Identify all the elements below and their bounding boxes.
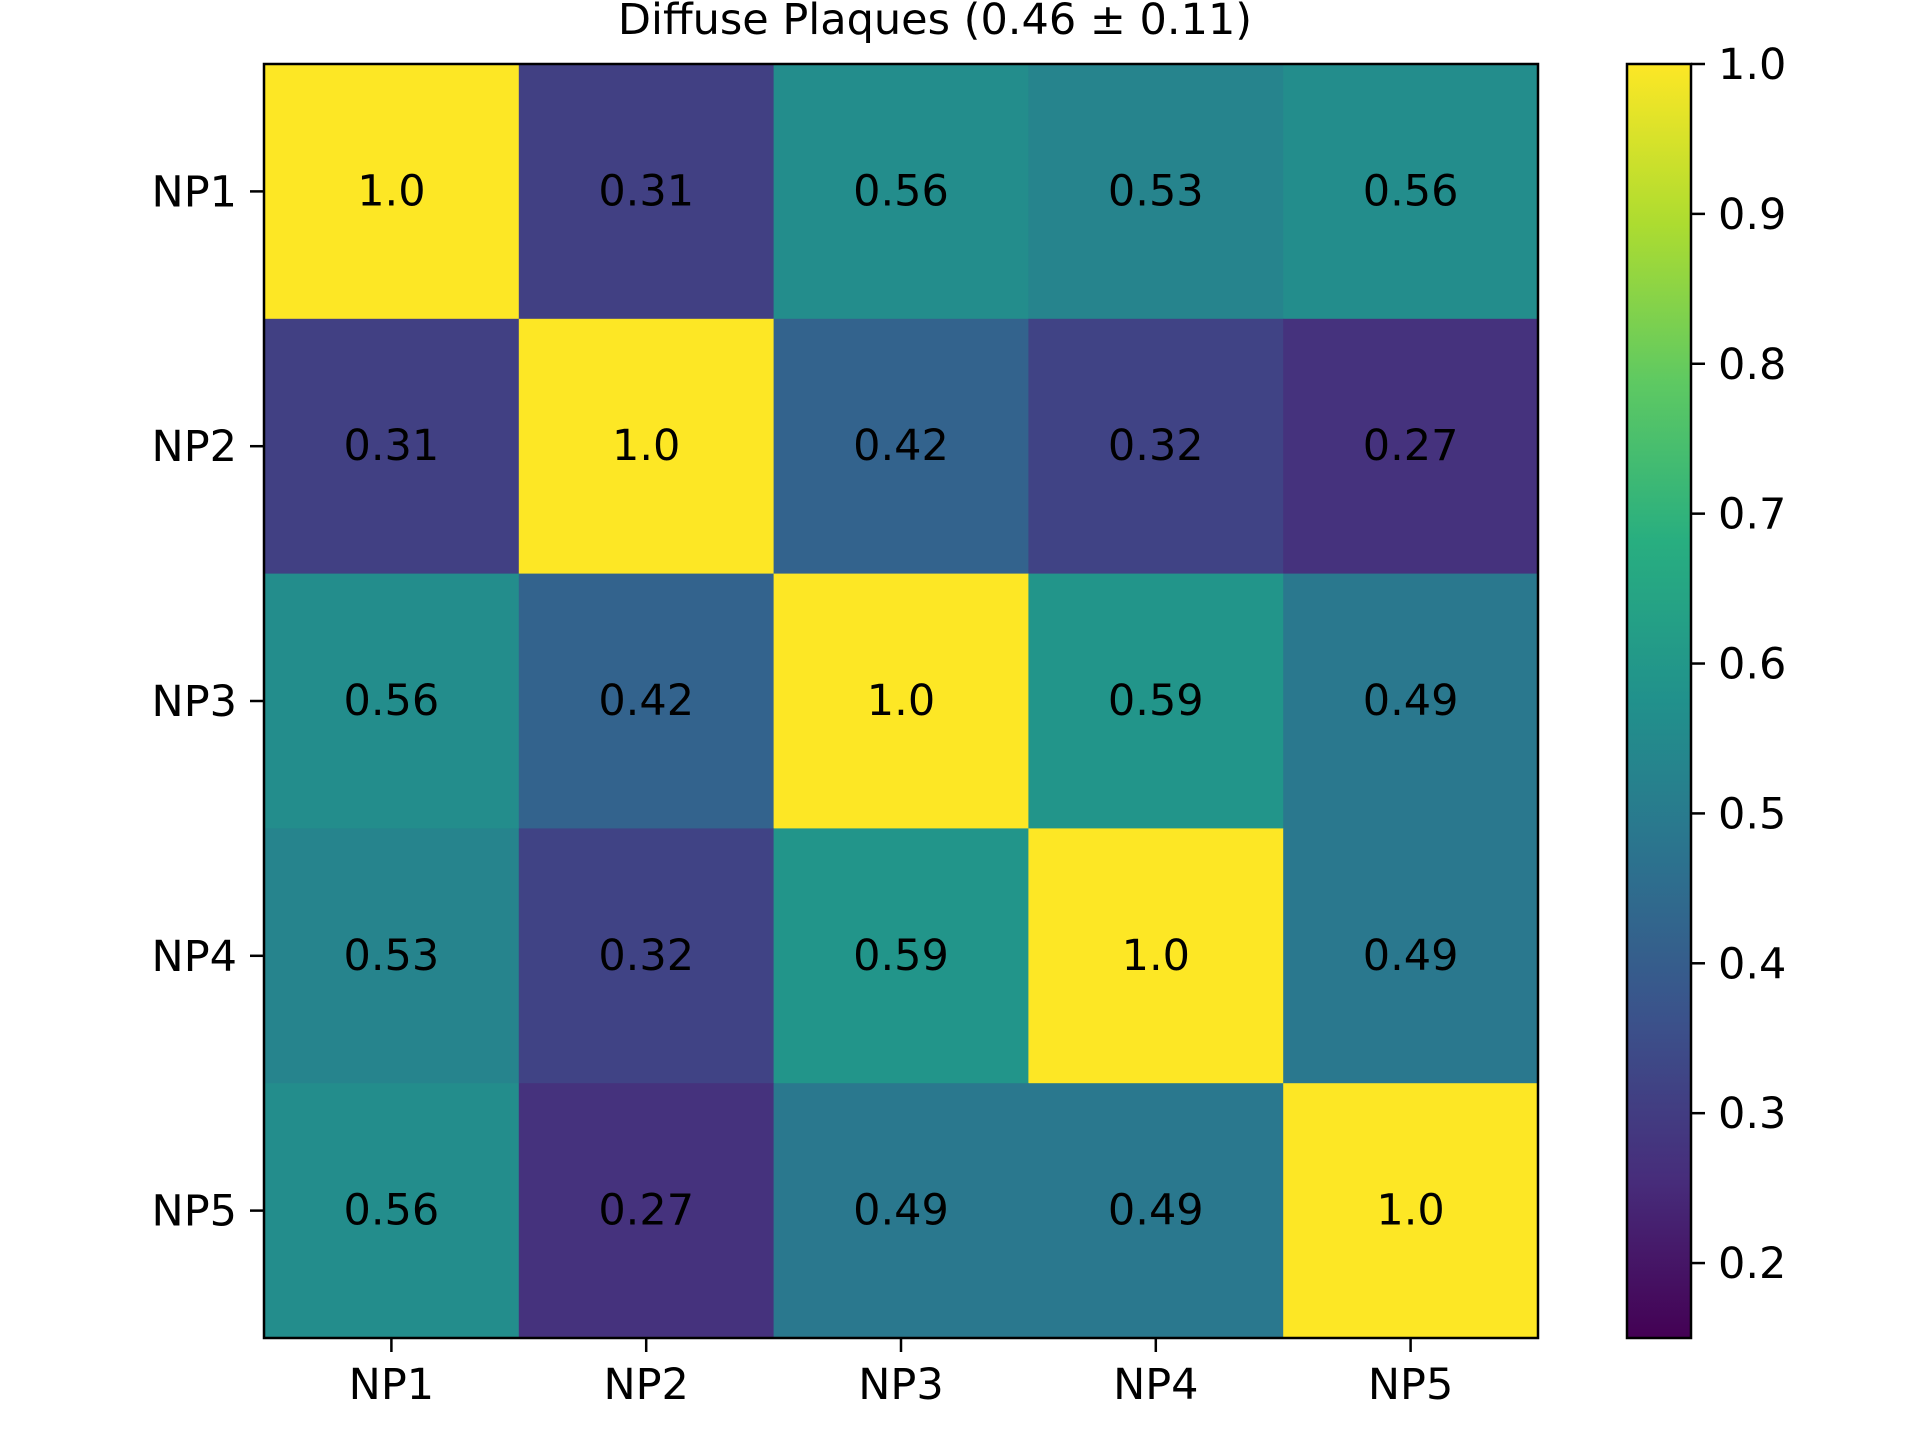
colorbar-tick-label: 0.9 <box>1718 190 1786 240</box>
y-tick-label: NP5 <box>152 1187 237 1237</box>
colorbar-gradient <box>1627 64 1691 1338</box>
colorbar-tick-label: 0.8 <box>1718 340 1786 390</box>
cell-value-label: 0.56 <box>1363 166 1459 216</box>
heatmap-cell <box>1028 64 1284 320</box>
cell-value-label: 0.49 <box>1363 676 1459 726</box>
cell-value-label: 1.0 <box>1122 931 1190 981</box>
heatmap-cell <box>773 828 1029 1084</box>
y-tick-label: NP4 <box>152 932 237 982</box>
cell-value-label: 1.0 <box>1376 1186 1444 1236</box>
colorbar-tick-label: 0.6 <box>1718 640 1786 690</box>
heatmap-cell <box>264 828 520 1084</box>
cell-value-label: 0.42 <box>853 421 949 471</box>
heatmap-cell <box>1283 1083 1539 1339</box>
heatmap-cell <box>518 573 775 829</box>
cell-value-label: 0.31 <box>344 421 440 471</box>
heatmap-cell <box>264 1083 520 1339</box>
x-tick-label: NP5 <box>1368 1360 1453 1410</box>
cell-value-label: 0.56 <box>344 1186 440 1236</box>
cell-value-label: 0.31 <box>598 166 694 216</box>
heatmap-cell <box>1283 64 1539 320</box>
x-tick-label: NP1 <box>349 1360 434 1410</box>
heatmap-cell <box>773 318 1029 575</box>
cell-value-label: 1.0 <box>612 421 680 471</box>
heatmap-cell-labels: 1.0 0.31 0.56 0.53 0.56 0.31 1.0 0.42 0.32 0.27 0.… <box>344 166 1459 1235</box>
cell-value-label: 0.49 <box>1363 931 1459 981</box>
y-tick-label: NP2 <box>152 422 237 472</box>
heatmap-cell <box>264 318 520 575</box>
cell-value-label: 1.0 <box>357 166 425 216</box>
cell-value-label: 0.27 <box>1363 421 1459 471</box>
cell-value-label: 0.59 <box>1108 676 1204 726</box>
heatmap-cell <box>773 64 1029 320</box>
heatmap-cell <box>264 573 520 829</box>
heatmap-axes: NP1 NP2 NP3 NP4 NP5 NP1 NP2 NP3 NP4 NP5 <box>152 62 1540 1410</box>
cell-value-label: 1.0 <box>867 676 935 726</box>
colorbar-tick-label: 1.0 <box>1718 40 1786 90</box>
heatmap-cell <box>264 64 520 320</box>
heatmap-cell <box>518 828 775 1084</box>
cell-value-label: 0.56 <box>344 676 440 726</box>
cell-value-label: 0.32 <box>598 931 694 981</box>
heatmap-cell <box>518 318 775 575</box>
heatmap-cells <box>264 64 1539 1339</box>
colorbar-tick-label: 0.2 <box>1718 1239 1786 1289</box>
heatmap-cell <box>1028 1083 1284 1339</box>
colorbar-tick-label: 0.4 <box>1718 939 1786 989</box>
cell-value-label: 0.59 <box>853 931 949 981</box>
heatmap-cell <box>1283 318 1539 575</box>
heatmap-cell <box>773 573 1029 829</box>
heatmap-cell <box>1028 828 1284 1084</box>
cell-value-label: 0.27 <box>598 1186 694 1236</box>
cell-value-label: 0.53 <box>344 931 440 981</box>
cell-value-label: 0.56 <box>853 166 949 216</box>
cell-value-label: 0.49 <box>1108 1186 1204 1236</box>
colorbar-tick-label: 0.3 <box>1718 1089 1786 1139</box>
x-tick-label: NP2 <box>603 1360 688 1410</box>
colorbar: 0.2 0.3 0.4 0.5 0.6 0.7 0.8 0.9 1.0 <box>1625 40 1786 1340</box>
heatmap-cell <box>1283 573 1539 829</box>
x-tick-label: NP4 <box>1113 1360 1198 1410</box>
colorbar-tick-label: 0.7 <box>1718 490 1786 540</box>
heatmap-cell <box>1283 828 1539 1084</box>
colorbar-tick-label: 0.5 <box>1718 789 1786 839</box>
colorbar-frame <box>1625 62 1693 1340</box>
heatmap-cell <box>518 1083 775 1339</box>
heatmap-cell <box>1028 573 1284 829</box>
heatmap-cell <box>518 64 775 320</box>
heatmap-cell <box>773 1083 1029 1339</box>
heatmap-cell <box>1028 318 1284 575</box>
x-tick-label: NP3 <box>858 1360 943 1410</box>
cell-value-label: 0.49 <box>853 1186 949 1236</box>
chart-title: Diffuse Plaques (0.46 ± 0.11) <box>618 0 1252 45</box>
y-tick-label: NP3 <box>152 677 237 727</box>
cell-value-label: 0.42 <box>598 676 694 726</box>
y-tick-label: NP1 <box>152 167 237 217</box>
cell-value-label: 0.32 <box>1108 421 1204 471</box>
cell-value-label: 0.53 <box>1108 166 1204 216</box>
